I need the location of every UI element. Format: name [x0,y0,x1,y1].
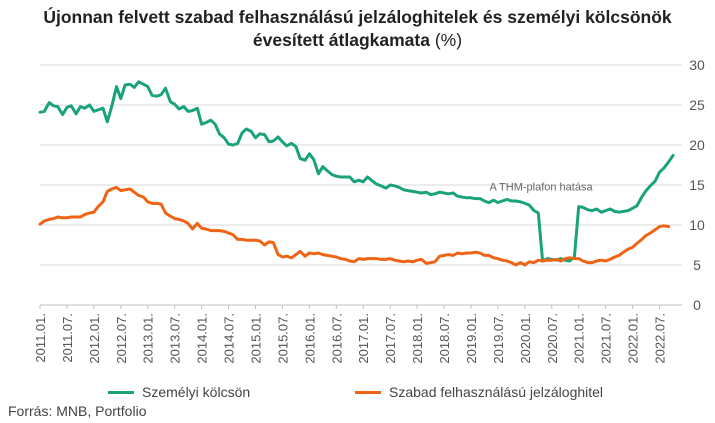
y-axis-ticks: 0 5 10 15 20 25 30 [689,57,705,313]
gridlines [40,64,682,306]
x-tick-label: 2017.07. [383,313,398,364]
x-tick-label: 2022.07. [653,313,668,364]
x-tick-label: 2014.07. [222,313,237,364]
legend-swatch [355,390,381,394]
x-tick-label: 2015.07. [275,313,290,364]
legend-item-szemelyi-kolcson: Személyi kölcsön [108,384,250,400]
y-tick-label: 30 [689,57,705,73]
x-tick-label: 2014.01. [195,313,210,364]
x-tick-label: 2013.07. [168,313,183,364]
legend-item-jelzaloghitel: Szabad felhasználású jelzáloghitel [355,384,603,400]
chart-title-line2: évesített átlagkamata [252,30,430,50]
x-tick-label: 2013.01. [141,313,156,364]
x-tick-label: 2022.01. [626,313,641,364]
y-tick-label: 20 [689,137,705,153]
x-axis-ticks: 2011.01. 2011.07. 2012.01. 2012.07. 2013.01.… [33,305,668,364]
x-tick-label: 2015.01. [248,313,263,364]
x-tick-label: 2016.07. [329,313,344,364]
annotation-thm-plafon: A THM-plafon hatása [489,182,593,194]
y-tick-label: 25 [689,97,705,113]
source-note: Forrás: MNB, Portfolio [8,403,147,419]
x-tick-label: 2020.01. [518,313,533,364]
x-tick-label: 2018.07. [437,313,452,364]
x-tick-label: 2020.07. [545,313,560,364]
legend-label: Személyi kölcsön [142,384,251,400]
x-tick-label: 2017.01. [356,313,371,364]
x-tick-label: 2011.01. [33,313,48,363]
legend-swatch [108,390,134,394]
x-tick-label: 2019.01. [464,313,479,364]
legend-label: Szabad felhasználású jelzáloghitel [389,384,604,400]
x-tick-label: 2012.07. [114,313,129,364]
x-tick-label: 2011.07. [60,313,75,363]
x-tick-label: 2012.01. [87,313,102,364]
y-tick-label: 15 [689,177,705,193]
x-tick-label: 2018.01. [410,313,425,364]
series-line-1 [38,185,671,267]
y-tick-label: 5 [693,257,701,273]
y-tick-label: 10 [689,217,705,233]
x-tick-label: 2021.07. [599,313,614,364]
series-lines [38,80,675,267]
x-tick-label: 2016.01. [302,313,317,364]
chart-title: Újonnan felvett szabad felhasználású jel… [0,6,715,52]
x-tick-label: 2019.07. [491,313,506,364]
y-tick-label: 0 [693,297,701,313]
chart-title-unit: (%) [434,30,463,50]
x-tick-label: 2021.01. [572,313,587,364]
series-line-0 [38,80,675,263]
chart-title-line1: Újonnan felvett szabad felhasználású jel… [43,7,672,27]
